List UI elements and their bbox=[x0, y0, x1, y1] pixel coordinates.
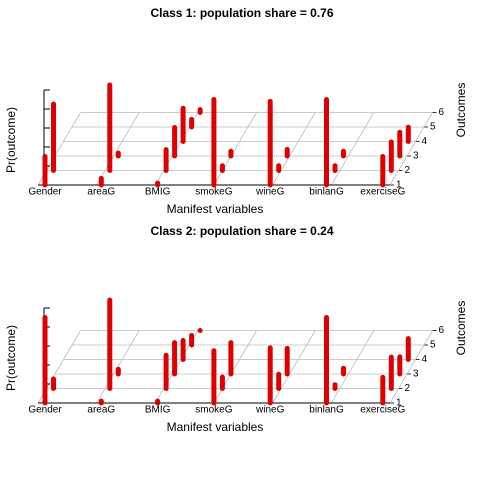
x-tick-label: Gender bbox=[28, 405, 62, 416]
x-tick-label: areaG bbox=[87, 187, 115, 198]
z-tick-label: 4 bbox=[422, 354, 428, 365]
x-tick-label: wineG bbox=[255, 187, 285, 198]
x-tick-label: exerciseG bbox=[360, 187, 405, 198]
x-tick-label: smokeG bbox=[195, 187, 232, 198]
z-tick-label: 6 bbox=[439, 325, 445, 336]
grid-line bbox=[213, 112, 257, 186]
z-tick-label: 4 bbox=[422, 136, 428, 147]
x-axis-label: Manifest variables bbox=[167, 202, 264, 216]
x-tick-label: wineG bbox=[255, 405, 285, 416]
z-tick-label: 3 bbox=[413, 151, 419, 162]
x-axis-label: Manifest variables bbox=[167, 420, 264, 434]
grid-line bbox=[272, 112, 316, 186]
z-tick-label: 5 bbox=[430, 340, 436, 351]
x-tick-label: smokeG bbox=[195, 405, 232, 416]
grid-line bbox=[272, 330, 316, 404]
x-tick-label: exerciseG bbox=[360, 405, 405, 416]
z-tick-label: 6 bbox=[439, 107, 445, 118]
z-tick-label: 2 bbox=[405, 165, 411, 176]
z-tick-label: 5 bbox=[430, 122, 436, 133]
grid-line bbox=[389, 112, 433, 186]
z-axis-label: Outcomes bbox=[454, 83, 468, 138]
chart-title: Class 1: population share = 0.76 bbox=[150, 6, 333, 20]
grid-line bbox=[330, 112, 375, 186]
z-tick-label: 3 bbox=[413, 369, 419, 380]
chart-title: Class 2: population share = 0.24 bbox=[150, 224, 333, 238]
x-tick-label: BMIG bbox=[145, 187, 171, 198]
x-tick-label: Gender bbox=[28, 187, 62, 198]
z-tick-label: 1 bbox=[396, 180, 402, 191]
grid-line bbox=[96, 330, 140, 404]
x-tick-label: BMIG bbox=[145, 405, 171, 416]
z-tick-label: 2 bbox=[405, 383, 411, 394]
y-axis-label: Pr(outcome) bbox=[4, 107, 18, 173]
x-tick-label: binlanG bbox=[309, 187, 344, 198]
grid-line bbox=[330, 330, 375, 404]
y-axis-label: Pr(outcome) bbox=[4, 325, 18, 391]
x-tick-label: areaG bbox=[87, 405, 115, 416]
z-axis-label: Outcomes bbox=[454, 301, 468, 356]
z-tick-label: 1 bbox=[396, 398, 402, 409]
grid-line bbox=[96, 112, 140, 186]
grid-line bbox=[213, 330, 257, 404]
x-tick-label: binlanG bbox=[309, 405, 344, 416]
grid-line bbox=[389, 330, 433, 404]
